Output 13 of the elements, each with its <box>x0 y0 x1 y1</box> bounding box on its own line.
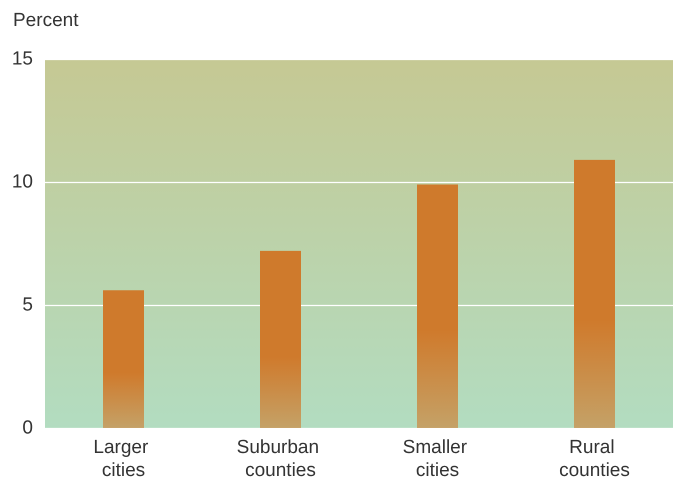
x-tick-label: Larger cities <box>93 437 154 481</box>
y-axis-title: Percent <box>13 10 80 31</box>
y-tick-label: 15 <box>12 48 33 70</box>
x-tick-label: Suburban counties <box>236 437 324 481</box>
x-tick-label: Rural counties <box>559 437 630 481</box>
bar <box>103 290 144 428</box>
y-tick-label: 5 <box>22 294 33 316</box>
y-tick-label: 10 <box>12 172 33 192</box>
bar <box>574 160 615 428</box>
bar <box>260 250 301 428</box>
y-tick-label: 0 <box>22 418 33 438</box>
bar <box>417 184 458 428</box>
x-tick-label: Smaller cities <box>402 437 472 481</box>
